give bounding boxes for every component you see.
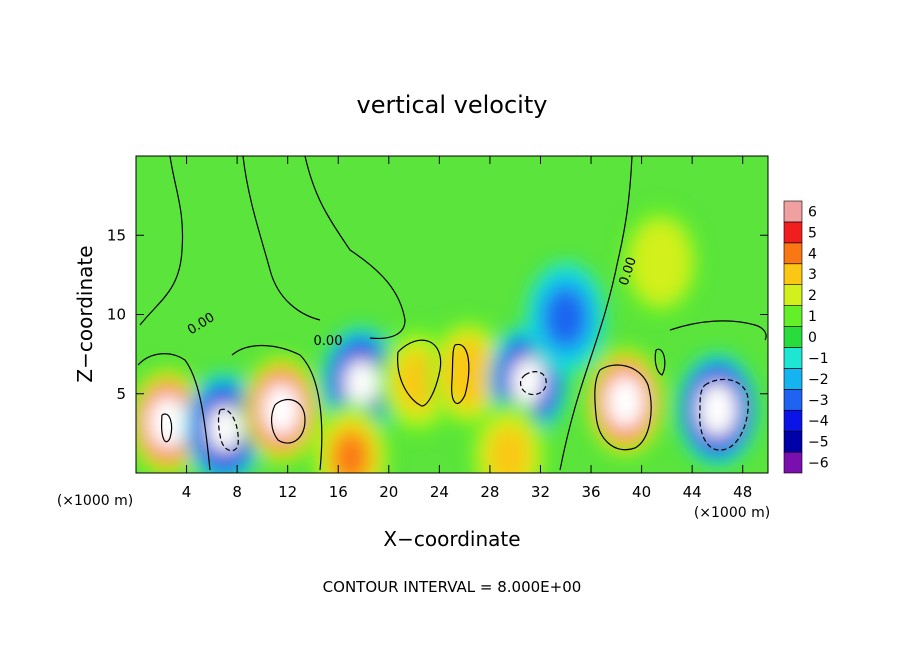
colorbar-swatch bbox=[783, 451, 803, 474]
velocity-cell bbox=[613, 385, 638, 419]
colorbar-label: −5 bbox=[808, 435, 829, 451]
chart-title: vertical velocity bbox=[357, 91, 548, 119]
colorbar-label: −3 bbox=[808, 393, 829, 409]
zero-contour-line bbox=[451, 343, 470, 405]
x-tick-label: 44 bbox=[683, 483, 702, 501]
colorbar-swatch bbox=[783, 305, 803, 327]
velocity-cell bbox=[488, 427, 530, 473]
x-tick-label: 48 bbox=[733, 483, 752, 501]
colorbar-label: −6 bbox=[808, 456, 829, 472]
velocity-cell bbox=[397, 352, 439, 410]
negative-core-contour bbox=[699, 378, 749, 451]
x-tick-label: 24 bbox=[430, 483, 449, 501]
colorbar-label: 5 bbox=[808, 225, 817, 241]
x-tick-label: 16 bbox=[329, 483, 348, 501]
colorbar-label: 2 bbox=[808, 288, 817, 304]
zero-contour-line bbox=[242, 156, 321, 321]
colorbar-label: 4 bbox=[808, 246, 817, 262]
negative-core-contour bbox=[519, 371, 547, 396]
positive-core-contour bbox=[271, 398, 306, 444]
x-tick-label: 36 bbox=[581, 483, 600, 501]
plot-area bbox=[136, 156, 768, 473]
positive-core-contour bbox=[654, 348, 666, 376]
positive-core-contour bbox=[161, 413, 173, 443]
colorbar-swatch bbox=[783, 221, 803, 244]
colorbar-swatch bbox=[783, 430, 803, 453]
positive-core-contour bbox=[594, 364, 652, 451]
velocity-cell bbox=[211, 411, 238, 447]
negative-core-contour bbox=[217, 408, 239, 452]
velocity-cell bbox=[155, 405, 180, 439]
x-unit-left: (×1000 m) bbox=[57, 493, 133, 509]
velocity-cell bbox=[348, 365, 374, 401]
colorbar-label: −1 bbox=[808, 351, 829, 367]
zero-contour-line bbox=[231, 344, 323, 471]
x-tick-label: 8 bbox=[232, 483, 242, 501]
colorbar-swatch bbox=[783, 409, 803, 432]
colorbar-swatch bbox=[783, 326, 803, 348]
colorbar-label: −2 bbox=[808, 372, 829, 388]
x-tick-label: 32 bbox=[531, 483, 550, 501]
velocity-cell bbox=[269, 393, 294, 427]
y-tick-label: 5 bbox=[116, 385, 126, 403]
x-axis: 4 8 12 16 20 24 28 32 36 40 44 48 bbox=[182, 156, 752, 501]
colorbar-label: 0 bbox=[808, 330, 817, 346]
colorbar-label: −4 bbox=[808, 414, 829, 430]
colorbar-swatch bbox=[783, 347, 803, 369]
velocity-cell bbox=[333, 433, 369, 473]
contour-interval-footer: CONTOUR INTERVAL = 8.000E+00 bbox=[323, 578, 582, 596]
colorbar-swatch bbox=[783, 242, 803, 265]
colorbar-swatch bbox=[783, 284, 803, 306]
zero-contour-line bbox=[304, 156, 406, 340]
x-tick-label: 40 bbox=[632, 483, 651, 501]
x-tick-label: 20 bbox=[379, 483, 398, 501]
y-tick-label: 15 bbox=[107, 226, 126, 244]
colorbar-label: 1 bbox=[808, 309, 817, 325]
velocity-cell bbox=[639, 233, 682, 291]
y-axis-label: Z−coordinate bbox=[73, 245, 97, 382]
x-tick-label: 4 bbox=[182, 483, 192, 501]
x-unit-right: (×1000 m) bbox=[694, 505, 770, 521]
x-tick-label: 28 bbox=[480, 483, 499, 501]
colorbar-swatch bbox=[783, 200, 803, 223]
zero-contour-line bbox=[669, 320, 767, 341]
x-axis-label: X−coordinate bbox=[383, 527, 520, 551]
velocity-field bbox=[136, 206, 758, 473]
velocity-cell bbox=[705, 393, 730, 427]
contour-lines bbox=[137, 156, 767, 471]
colorbar-swatch bbox=[783, 263, 803, 285]
colorbar-swatch bbox=[783, 368, 803, 390]
zero-contour-line bbox=[559, 156, 633, 471]
contour-label: 0.00 bbox=[314, 334, 343, 349]
y-tick-label: 10 bbox=[107, 306, 126, 324]
zero-contour-line bbox=[137, 353, 211, 471]
colorbar-label: 6 bbox=[808, 204, 817, 220]
y-axis: 5 10 15 bbox=[107, 226, 768, 403]
colorbar-label: 3 bbox=[808, 267, 817, 283]
zero-contour-line bbox=[397, 339, 442, 407]
x-tick-label: 12 bbox=[278, 483, 297, 501]
colorbar: −6 −5 −4 −3 −2 −1 0 1 2 3 4 5 6 bbox=[783, 200, 829, 474]
velocity-cell bbox=[515, 363, 541, 399]
zero-contour-line bbox=[139, 156, 184, 326]
velocity-cell bbox=[545, 289, 587, 347]
colorbar-swatch bbox=[783, 389, 803, 411]
